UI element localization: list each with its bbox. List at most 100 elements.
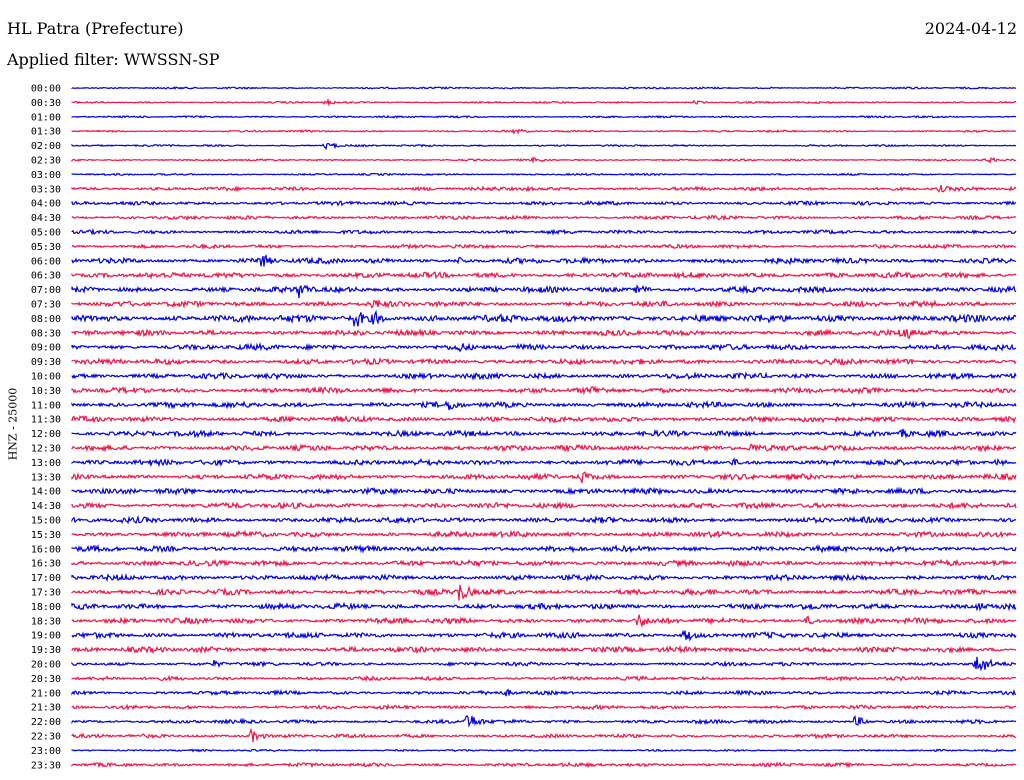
time-tick-label: 22:30	[31, 732, 61, 743]
trace-line-0800	[71, 309, 1017, 327]
time-tick-label: 20:30	[31, 674, 61, 685]
seismic-traces	[71, 86, 1017, 769]
trace-line-1030	[71, 385, 1017, 396]
trace-line-0330	[71, 185, 1017, 193]
time-tick-label: 02:30	[31, 156, 61, 167]
time-tick-labels: 00:00 00:30 01:00 01:30 02:00 02:30 03:00 03:30…	[31, 84, 61, 772]
trace-line-1330	[71, 471, 1017, 484]
time-tick-label: 08:00	[31, 314, 61, 325]
filter-label: Applied filter: WWSSN-SP	[7, 50, 220, 69]
time-tick-label: 13:30	[31, 472, 61, 483]
time-tick-label: 01:30	[31, 127, 61, 138]
time-tick-label: 14:00	[31, 487, 61, 498]
trace-line-1230	[71, 443, 1017, 454]
time-tick-label: 15:00	[31, 516, 61, 527]
time-tick-label: 19:30	[31, 645, 61, 656]
time-tick-label: 23:00	[31, 746, 61, 757]
time-tick-label: 02:00	[31, 141, 61, 152]
trace-line-2030	[71, 674, 1017, 683]
time-tick-label: 21:30	[31, 703, 61, 714]
trace-line-1300	[71, 457, 1017, 468]
trace-line-1500	[71, 514, 1017, 525]
time-tick-label: 16:00	[31, 544, 61, 555]
trace-line-1830	[71, 614, 1017, 629]
time-tick-label: 10:00	[31, 372, 61, 383]
trace-line-0430	[71, 213, 1017, 222]
trace-line-0500	[71, 227, 1017, 236]
time-tick-label: 20:00	[31, 660, 61, 671]
trace-line-1100	[71, 399, 1017, 411]
trace-line-1600	[71, 544, 1017, 554]
trace-line-0300	[71, 172, 1017, 177]
time-tick-label: 19:00	[31, 631, 61, 642]
time-tick-label: 09:00	[31, 343, 61, 354]
trace-line-1130	[71, 414, 1017, 424]
time-tick-label: 06:30	[31, 271, 61, 282]
time-tick-label: 03:00	[31, 170, 61, 181]
trace-line-0630	[71, 270, 1017, 280]
time-tick-label: 22:00	[31, 717, 61, 728]
time-tick-label: 17:30	[31, 588, 61, 599]
time-tick-label: 00:30	[31, 98, 61, 109]
time-tick-label: 10:30	[31, 386, 61, 397]
trace-line-1400	[71, 486, 1017, 496]
time-tick-label: 11:00	[31, 400, 61, 411]
time-tick-label: 23:30	[31, 760, 61, 771]
trace-line-0030	[71, 97, 1017, 107]
trace-line-1000	[71, 371, 1017, 381]
time-tick-label: 17:00	[31, 573, 61, 584]
trace-line-2300	[71, 748, 1017, 753]
time-tick-label: 00:00	[31, 84, 61, 95]
trace-line-1900	[71, 629, 1017, 642]
time-tick-label: 11:30	[31, 415, 61, 426]
trace-line-0400	[71, 199, 1017, 207]
time-tick-label: 05:00	[31, 228, 61, 239]
time-tick-label: 18:00	[31, 602, 61, 613]
trace-line-1530	[71, 529, 1017, 539]
trace-line-0230	[71, 156, 1017, 165]
time-tick-label: 08:30	[31, 328, 61, 339]
time-tick-label: 05:30	[31, 242, 61, 253]
trace-line-2200	[71, 715, 1017, 728]
time-tick-label: 13:00	[31, 458, 61, 469]
trace-line-0100	[71, 114, 1017, 119]
time-tick-label: 03:30	[31, 184, 61, 195]
trace-line-0700	[71, 284, 1017, 299]
trace-line-0530	[71, 242, 1017, 251]
time-tick-label: 04:30	[31, 213, 61, 224]
trace-line-1430	[71, 500, 1017, 511]
time-tick-label: 14:30	[31, 501, 61, 512]
trace-line-2000	[71, 656, 1017, 672]
trace-line-2100	[71, 688, 1017, 697]
trace-line-0730	[71, 298, 1017, 309]
time-tick-label: 16:30	[31, 559, 61, 570]
time-tick-label: 12:30	[31, 444, 61, 455]
trace-line-0600	[71, 254, 1017, 267]
trace-line-2230	[71, 727, 1017, 743]
time-tick-label: 04:00	[31, 199, 61, 210]
trace-line-1800	[71, 601, 1017, 612]
time-tick-label: 15:30	[31, 530, 61, 541]
trace-line-0130	[71, 128, 1017, 135]
trace-line-1930	[71, 644, 1017, 655]
trace-line-1200	[71, 428, 1017, 439]
trace-line-1730	[71, 584, 1017, 601]
trace-line-0000	[71, 86, 1016, 90]
trace-line-0830	[71, 328, 1017, 340]
time-tick-label: 21:00	[31, 688, 61, 699]
trace-line-2330	[71, 761, 1017, 769]
time-tick-label: 12:00	[31, 429, 61, 440]
time-tick-label: 06:00	[31, 256, 61, 267]
time-tick-label: 07:30	[31, 300, 61, 311]
station-title: HL Patra (Prefecture)	[7, 19, 184, 38]
time-tick-label: 01:00	[31, 112, 61, 123]
trace-line-1630	[71, 558, 1017, 568]
time-tick-label: 07:00	[31, 285, 61, 296]
trace-line-0900	[71, 341, 1017, 353]
trace-line-1700	[71, 572, 1017, 583]
date-label: 2024-04-12	[924, 19, 1017, 38]
trace-line-2130	[71, 703, 1017, 711]
trace-line-0930	[71, 357, 1017, 367]
time-tick-label: 18:30	[31, 616, 61, 627]
